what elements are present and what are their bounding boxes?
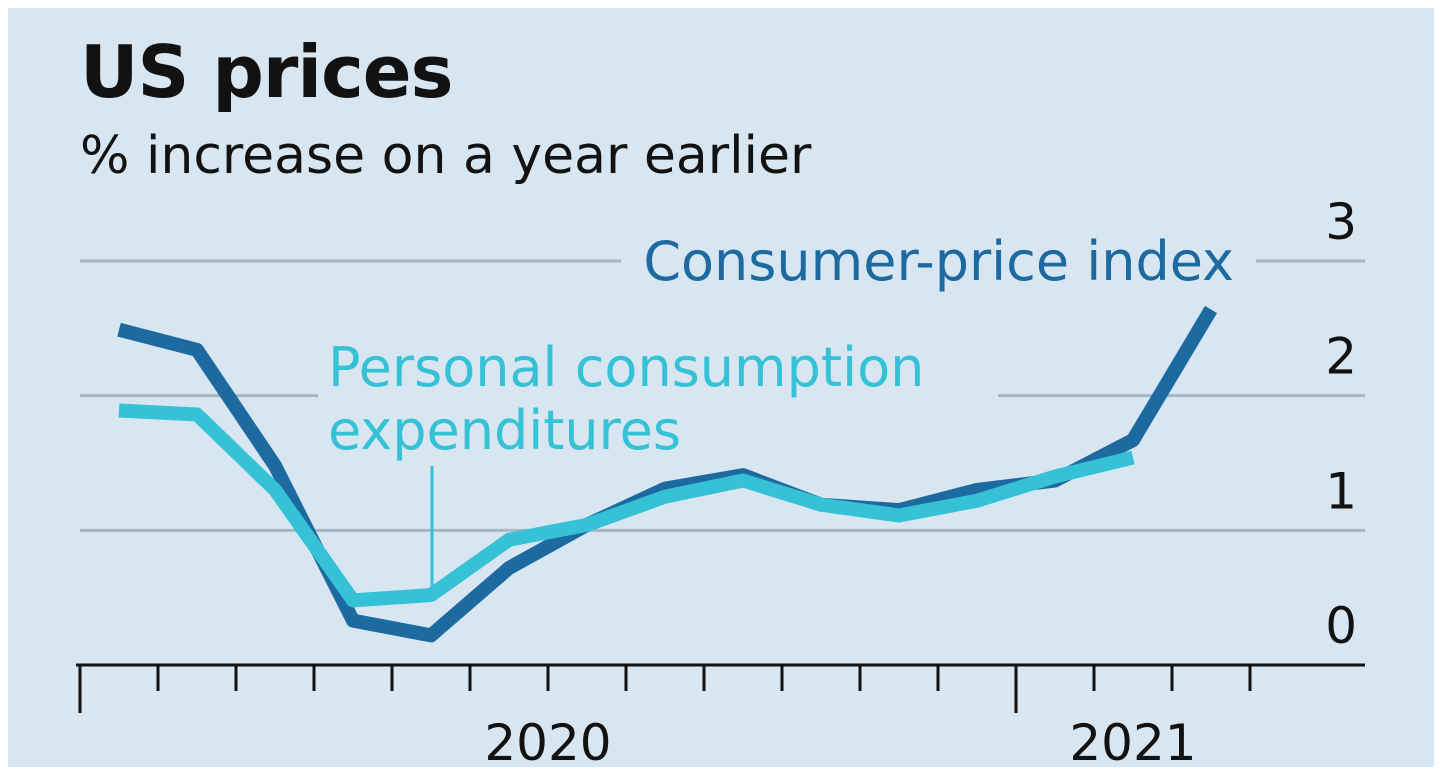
series-line <box>118 403 1135 608</box>
y-tick-label: 1 <box>1325 462 1357 520</box>
plot: 0 1 2 3 2020 2021 <box>76 193 1365 767</box>
y-tick-label: 3 <box>1325 193 1357 251</box>
chart: 0 1 2 3 2020 2021 US prices % increase on a y… <box>8 8 1434 767</box>
y-tick-label: 2 <box>1325 328 1357 386</box>
series-label: Consumer-price index <box>621 230 1256 293</box>
y-tick-label: 0 <box>1325 597 1357 655</box>
chart-title: US prices <box>80 30 453 114</box>
series-label: Personal consumption expenditures <box>318 336 998 462</box>
x-tick-label: 2021 <box>1069 714 1196 767</box>
x-tick-label: 2020 <box>484 714 611 767</box>
chart-subtitle: % increase on a year earlier <box>80 126 812 186</box>
